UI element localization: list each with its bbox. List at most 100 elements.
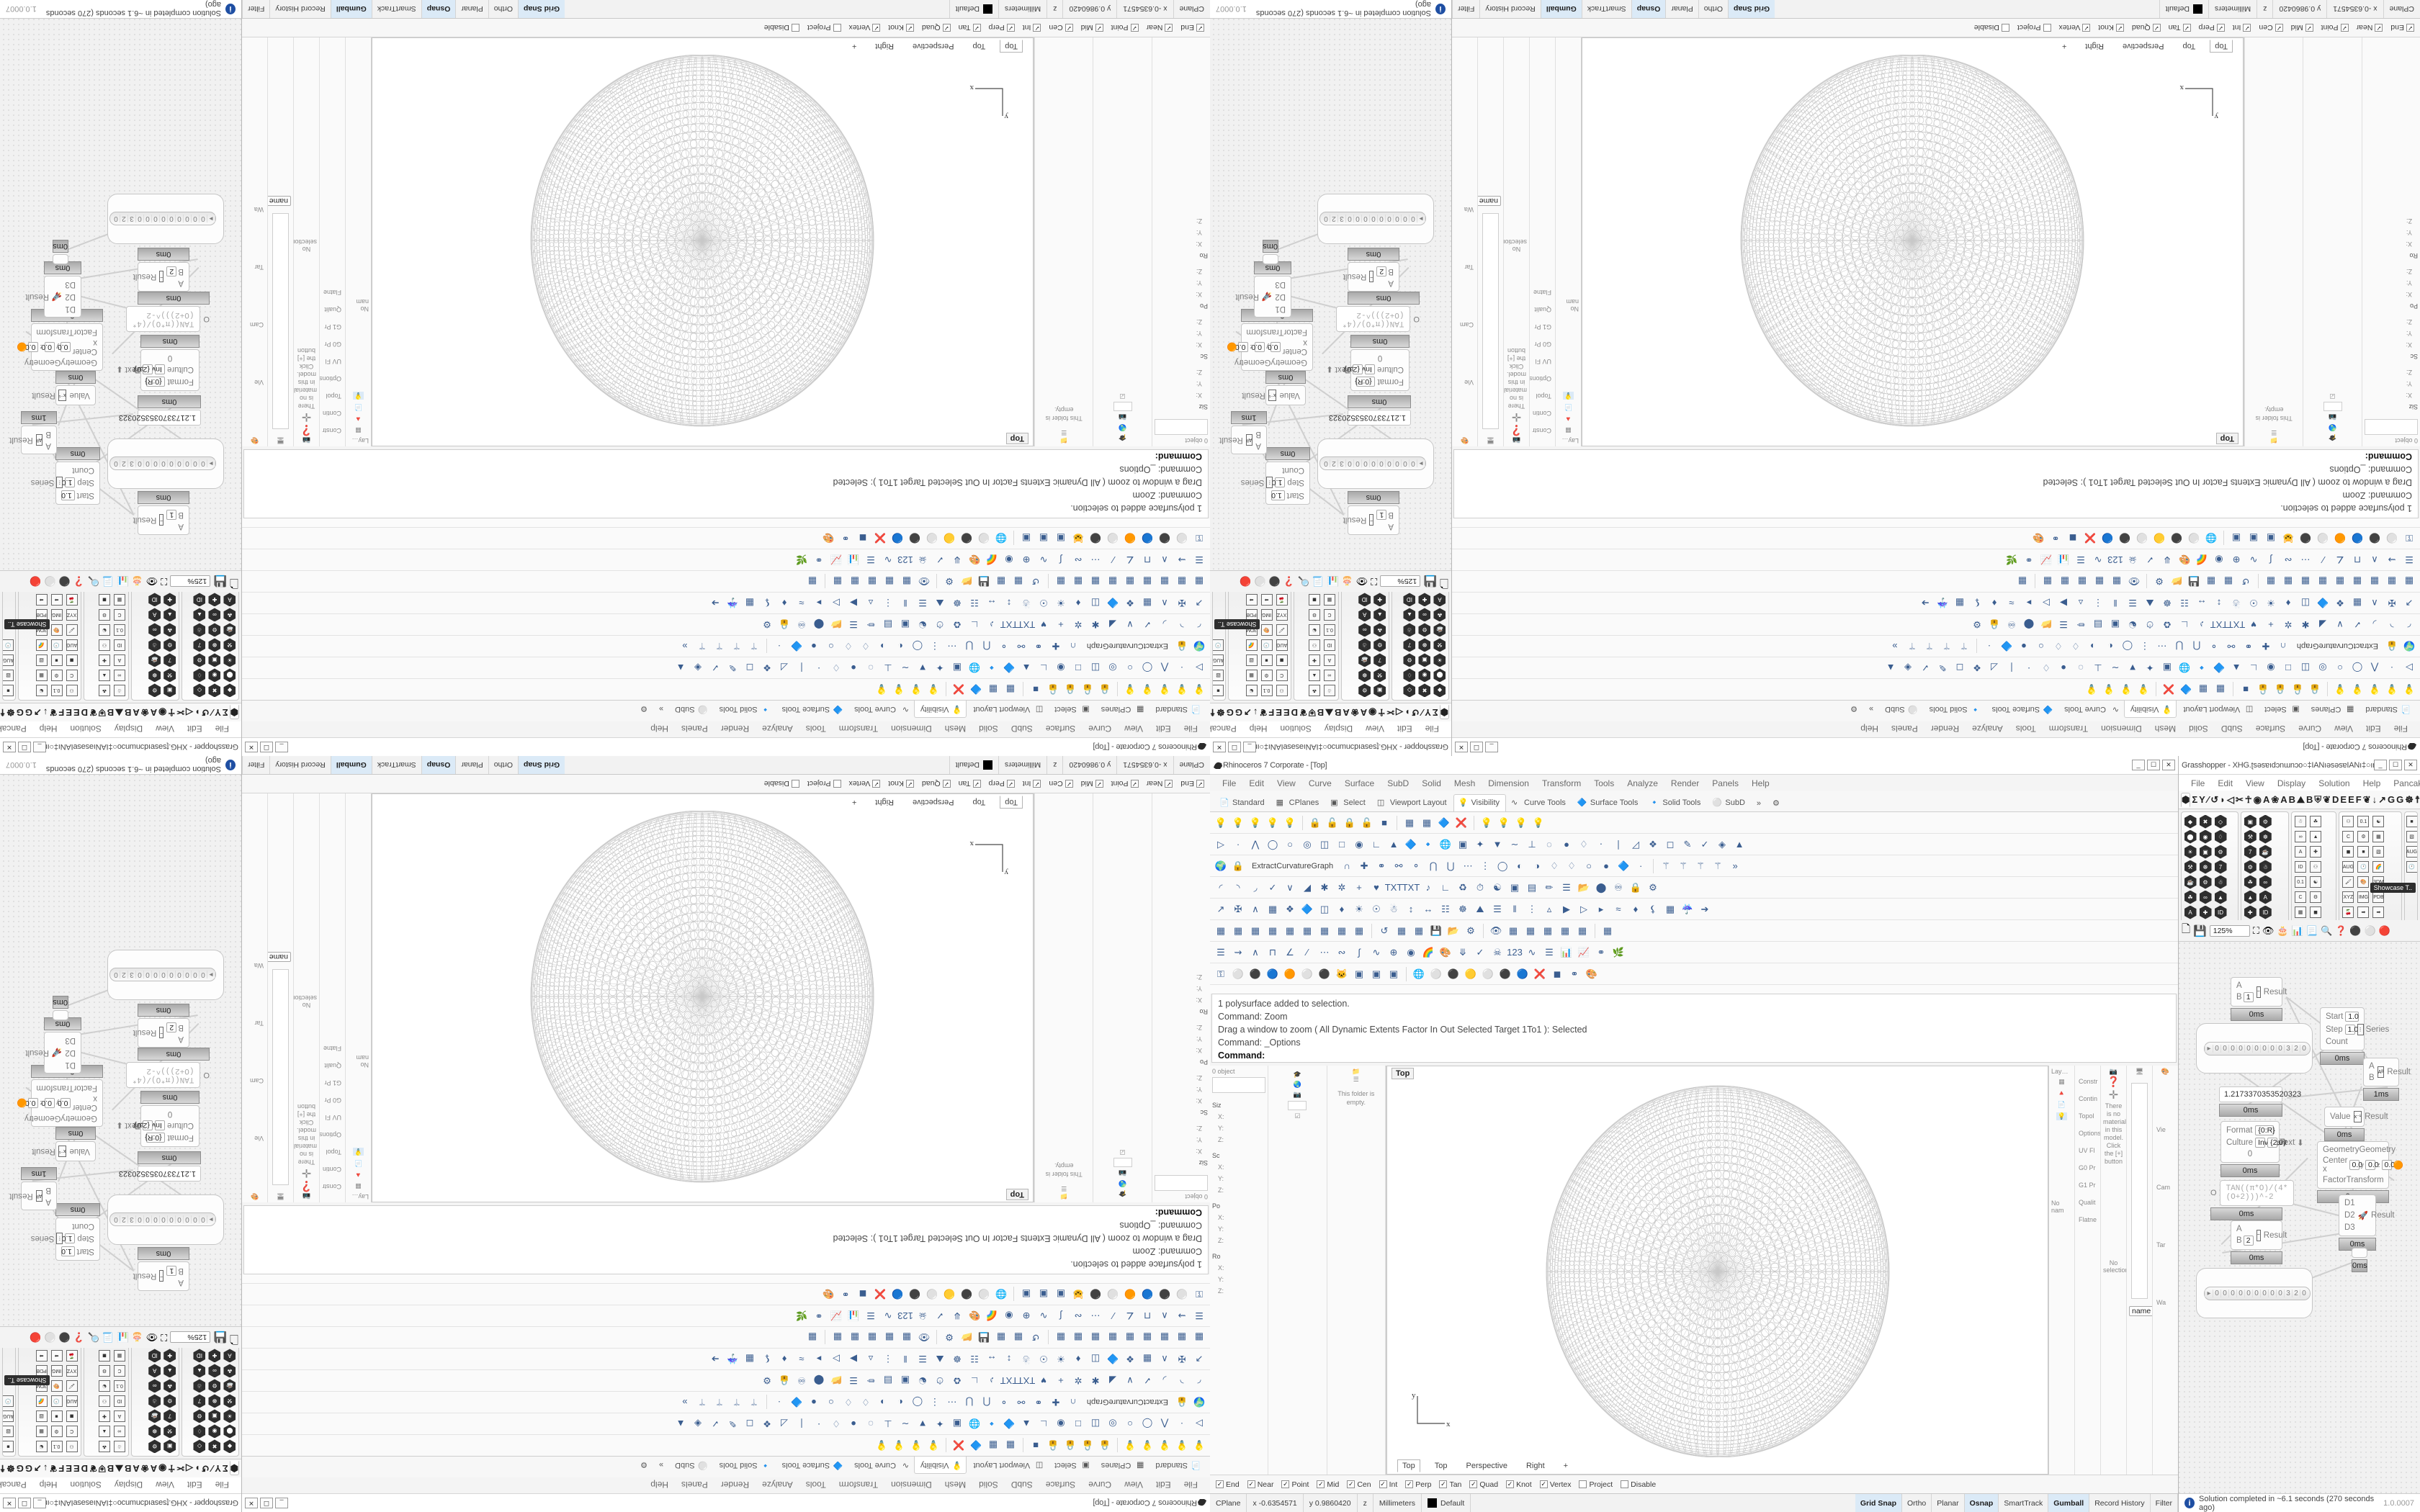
toolbar-icon-4-23[interactable]: ≈ <box>1615 904 1621 914</box>
toolbar-icon-7-2[interactable]: ⚫ <box>1249 968 1262 979</box>
toolbar-icon-0-19[interactable]: 💡 <box>2102 684 2115 696</box>
toolbar-icon-2-17[interactable]: ○ <box>2038 641 2044 652</box>
gh-node-construct-domain[interactable]: D1 D2 D3 🚀 Result 0ms <box>2339 1194 2395 1251</box>
checkbox[interactable]: ✓ <box>905 24 914 32</box>
command-prompt[interactable]: Command: <box>1218 1050 1265 1061</box>
toolbar-icon-5-8[interactable]: ▦ <box>1354 924 1364 936</box>
toolbar-icon-4-11[interactable]: ↕ <box>1006 1354 1012 1364</box>
slider-group-container[interactable]: ▸ 0 0 0 0 0 0 0 0 0 3 2 0 <box>107 950 224 1000</box>
gh-component-3-9[interactable]: AUG <box>65 1394 79 1408</box>
toolbar-icon-2-13[interactable]: ◐ <box>897 1397 903 1408</box>
toolbar-icon-2-26[interactable]: » <box>682 641 688 652</box>
gh-node-small-node[interactable]: 0ms <box>53 240 68 264</box>
gh-category-0[interactable]: ⬢ <box>229 705 239 720</box>
gh-node-panel[interactable]: 1.2173370353520323 0ms <box>1329 395 1411 426</box>
help-icon[interactable]: ❓ <box>1510 425 1523 436</box>
toolbar-icon-4-19[interactable]: ▵ <box>868 1354 874 1365</box>
gh-node-one-over-x[interactable]: Value x⁻¹ Result 0ms <box>32 1127 96 1161</box>
gh-category-22[interactable]: ❦ <box>2362 793 2371 805</box>
toolbar-icon-5-17[interactable]: 👁 <box>918 1332 931 1344</box>
toolbar-icon-7-7[interactable]: 🐱 <box>1335 968 1348 979</box>
gh-category-26[interactable]: G <box>16 1463 24 1474</box>
format-value-input[interactable]: {0:R} <box>145 377 165 387</box>
toolbar-icon-5-12[interactable]: ▦ <box>996 576 1006 588</box>
help-icon[interactable]: ❓ <box>2335 924 2347 936</box>
toolbar-icon-3-18[interactable]: ▤ <box>2093 619 2103 631</box>
toolbar-icon-6-22[interactable]: ⚭ <box>815 554 823 566</box>
toolbar-icon-1-23[interactable]: ∣ <box>1615 838 1621 850</box>
gh-component-3-8[interactable]: ▧ <box>1245 653 1259 667</box>
rhino-menu-view[interactable]: View <box>2334 724 2353 734</box>
input-port-value[interactable]: Value <box>2330 1112 2351 1121</box>
rhino-menu-curve[interactable]: Curve <box>2298 724 2322 734</box>
gh-category-4[interactable]: ↺ <box>201 1463 210 1475</box>
center-z-input[interactable]: 0.0 <box>25 1098 39 1108</box>
toolbar-icon-6-0[interactable]: ☰ <box>1216 946 1225 958</box>
gh-node-expression[interactable]: O TAN((π*O)/(4*(O+2)))^-2 0ms <box>125 292 210 332</box>
gh-component-1-5[interactable]: ☕ <box>2258 845 2272 859</box>
slider-digit[interactable]: 0 <box>152 215 160 223</box>
preview-eye-icon[interactable]: 👁 <box>145 576 158 588</box>
gh-category-23[interactable]: ↓ <box>42 707 48 718</box>
toolbar-icon-1-2[interactable]: ⋀ <box>1160 1418 1169 1430</box>
toolbar-icon-1-26[interactable]: ◻ <box>745 1418 754 1430</box>
toolbar-icon-1-16[interactable]: ▼ <box>918 1418 928 1429</box>
toolbar-icon-7-2[interactable]: ⚫ <box>1158 1289 1171 1300</box>
toolbar-icon-7-3[interactable]: 🔵 <box>1141 533 1154 544</box>
toolbar-icon-1-12[interactable]: 🔹 <box>2195 662 2208 674</box>
gh-component-3-15[interactable]: XYZ <box>65 1364 79 1378</box>
osnap-cen[interactable]: ✓ Cen <box>1049 780 1073 788</box>
save-file-icon[interactable]: 💾 <box>213 575 227 588</box>
toolbar-icon-5-19[interactable]: ▦ <box>1525 924 1536 936</box>
gh-category-2[interactable]: Y <box>2199 794 2205 805</box>
toolbar-icon-2-22[interactable]: ⚚ <box>1662 860 1670 871</box>
toolbar-icon-4-0[interactable]: ↗ <box>1216 903 1225 914</box>
toolbar-icon-7-21[interactable]: ⚭ <box>1570 968 1579 979</box>
toolbar-icon-6-13[interactable]: 🎨 <box>2178 554 2191 566</box>
gh-component-0-4[interactable]: ◉ <box>207 1424 222 1439</box>
rhino-toolbar-row-0[interactable]: 💡 💡 💡 💡 💡 🔒 🔓 🔒 🔓 ■ ▦ ▦ 🔷 ❌ 💡 💡 💡 💡 <box>242 1434 1210 1456</box>
toolbar-icon-4-22[interactable]: ▸ <box>816 1354 822 1365</box>
input-port-b[interactable]: B <box>178 1266 184 1275</box>
gh-node-panel[interactable]: 1.2173370353520323 0ms <box>2219 1086 2301 1117</box>
toolbar-icon-4-11[interactable]: ↕ <box>1408 904 1414 914</box>
toolbar-icon-2-12[interactable]: ◯ <box>912 641 923 652</box>
toolbar-icon-3-5[interactable]: ◢ <box>1109 619 1116 631</box>
osnap-bar[interactable]: ✓ End ✓ Near ✓ Point ✓ Mid ✓ Cen ✓ Int ✓ Perp ✓ Tan ✓ Qua… <box>242 775 1210 793</box>
input-port-b[interactable]: B <box>45 430 51 438</box>
toolbar-icon-2-4[interactable]: ✚ <box>1052 641 1060 652</box>
toolbar-icon-2-16[interactable]: ♢ <box>1567 860 1576 871</box>
rhino-viewport[interactable]: Top y x Top Top Perspective Right + <box>372 37 1034 446</box>
gh-component-0-5[interactable]: ♢ <box>2213 829 2228 844</box>
gh-component-2-6[interactable]: ID <box>1322 638 1337 652</box>
gh-component-2-10[interactable]: C <box>2293 890 2308 904</box>
toolbar-icon-3-15[interactable]: ⏱ <box>936 1375 944 1387</box>
toolbar-icon-1-21[interactable]: ♢ <box>832 1418 841 1430</box>
render-panel[interactable]: 🖥 name <box>2127 1066 2153 1475</box>
preview-shaded-icon[interactable]: ⚫ <box>1268 576 1281 588</box>
toolbar-icon-4-9[interactable]: ☉ <box>2249 598 2258 609</box>
bake-icon[interactable]: 🎂 <box>1341 576 1353 588</box>
output-port-result[interactable]: Result <box>2263 1230 2287 1240</box>
osnap-disable[interactable]: Disable <box>764 780 799 788</box>
slider-digit[interactable]: 3 <box>1338 459 1346 468</box>
checkbox[interactable]: ✓ <box>2243 24 2251 32</box>
viewport-tab-top-0[interactable]: Top <box>2210 40 2233 53</box>
toolbar-icon-2-17[interactable]: ○ <box>1586 860 1592 871</box>
gh-node-subtraction[interactable]: A B 1− Result 0ms <box>1343 491 1399 535</box>
rcp-icon[interactable]: 📷 <box>2109 1068 2118 1075</box>
toolbar-icon-4-15[interactable]: ⛰ <box>936 1354 944 1365</box>
slider-digit[interactable]: 0 <box>2260 1044 2268 1053</box>
checkbox[interactable]: ✓ <box>942 780 951 788</box>
slider-digit[interactable]: 0 <box>2300 1289 2308 1297</box>
toolbar-icon-3-7[interactable]: ✲ <box>1074 1375 1083 1387</box>
gh-component-0-1[interactable]: ✖ <box>1417 683 1432 698</box>
gh-category-17[interactable]: ❦ <box>1299 707 1307 719</box>
status-toggle-grid-snap[interactable]: Grid Snap <box>1855 1494 1903 1512</box>
toolbar-icon-0-6[interactable]: 🔒 <box>1309 816 1322 828</box>
center-x-input[interactable]: 0.0 <box>1268 342 1281 352</box>
gh-component-1-0[interactable]: ▣ <box>163 1439 177 1454</box>
toolbar-icon-2-8[interactable]: ⋂ <box>1429 860 1438 871</box>
gh-menu-help[interactable]: Help <box>1249 724 1268 734</box>
node-body[interactable]: Geometry Geometry Center x 0.0 y 0.0 z 0.0 🟠 Fact… <box>17 1079 103 1127</box>
